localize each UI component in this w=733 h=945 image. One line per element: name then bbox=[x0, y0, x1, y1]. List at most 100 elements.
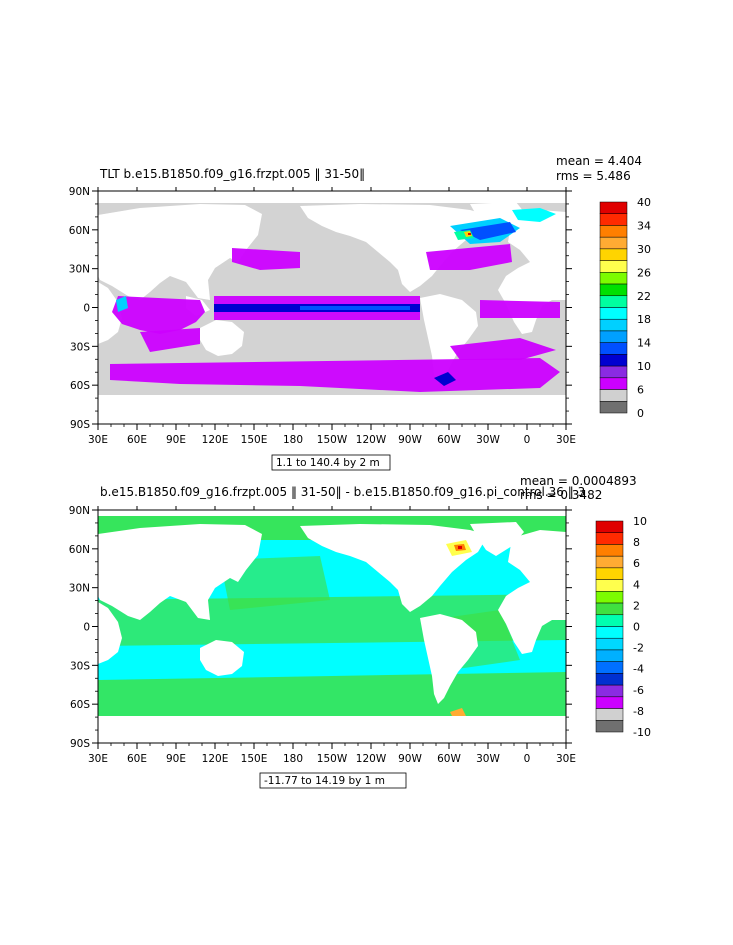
x-tick-label: 90E bbox=[166, 434, 186, 446]
colorbar-swatch bbox=[595, 614, 624, 627]
x-tick-label: 90W bbox=[398, 753, 422, 765]
x-tick-label: 30W bbox=[476, 753, 500, 765]
colorbar-swatch bbox=[599, 283, 628, 297]
colorbar-label: 10 bbox=[637, 360, 651, 373]
colorbar-swatch bbox=[599, 377, 628, 390]
x-tick-label: 60E bbox=[127, 434, 147, 446]
colorbar-label: 6 bbox=[633, 557, 640, 570]
colorbar-swatch bbox=[595, 708, 624, 721]
colorbar-swatch bbox=[599, 401, 628, 414]
colorbar-swatch bbox=[595, 520, 624, 533]
colorbar-swatch bbox=[599, 272, 628, 285]
colorbar-swatch bbox=[595, 591, 624, 604]
y-tick-label: 60S bbox=[70, 699, 90, 711]
colorbar-swatch bbox=[599, 213, 628, 226]
panel-2-xticks: 30E 60E 90E 120E 150E 180 150W 120W 90W 60W 30W 0 30… bbox=[88, 506, 576, 765]
y-tick-label: 30N bbox=[69, 264, 90, 276]
panel-2-range-box: -11.77 to 14.19 by 1 m bbox=[259, 772, 407, 789]
y-tick-label: 90N bbox=[69, 186, 90, 198]
y-tick-label: 90S bbox=[70, 419, 90, 431]
colorbar-label: 26 bbox=[637, 266, 651, 279]
colorbar-label: 34 bbox=[637, 219, 651, 232]
panel-1-mean: mean = 4.404 bbox=[556, 154, 642, 168]
panel-2-mean: mean = 0.0004893 bbox=[520, 474, 637, 488]
x-tick-label: 120E bbox=[202, 753, 229, 765]
colorbar-swatch bbox=[599, 260, 628, 273]
colorbar-swatch bbox=[599, 248, 628, 261]
x-tick-label: 60E bbox=[127, 753, 147, 765]
x-tick-label: 120W bbox=[356, 434, 387, 446]
y-tick-label: 60S bbox=[70, 380, 90, 392]
land-australia bbox=[200, 320, 244, 356]
colorbar-swatch bbox=[599, 307, 628, 320]
colorbar-label: 22 bbox=[637, 290, 651, 303]
colorbar-label: 0 bbox=[637, 407, 644, 420]
y-tick-label: 0 bbox=[83, 303, 90, 315]
colorbar-swatch bbox=[595, 602, 624, 616]
y-tick-label: 30S bbox=[70, 660, 90, 672]
colorbar-label: -6 bbox=[633, 684, 644, 697]
colorbar-label: -2 bbox=[633, 642, 644, 655]
colorbar-swatch bbox=[595, 649, 624, 662]
colorbar-swatch bbox=[599, 201, 628, 214]
colorbar-label: 0 bbox=[633, 621, 640, 634]
panel-1-range-box: 1.1 to 140.4 by 2 m bbox=[271, 454, 391, 471]
colorbar-swatch bbox=[595, 626, 624, 639]
colorbar-label: 14 bbox=[637, 337, 651, 350]
colorbar-label: 4 bbox=[633, 578, 640, 591]
panel-1-range: 1.1 to 140.4 by 2 m bbox=[276, 457, 380, 469]
x-tick-label: 180 bbox=[283, 434, 303, 446]
x-tick-label: 0 bbox=[524, 434, 531, 446]
panel-1-yticks: 90N 60N 30N 0 30S 60S 90S bbox=[69, 186, 572, 431]
y-tick-label: 60N bbox=[69, 544, 90, 556]
panel-2-colorbar: 10 8 6 4 2 0 -2 -4 -6 -8 -10 bbox=[595, 515, 651, 739]
colorbar-swatch bbox=[599, 365, 628, 379]
colorbar-label: 2 bbox=[633, 599, 640, 612]
land-africa-east bbox=[98, 282, 122, 344]
x-tick-label: 90E bbox=[166, 753, 186, 765]
y-tick-label: 30S bbox=[70, 341, 90, 353]
colorbar-swatch bbox=[599, 342, 628, 355]
x-tick-label: 30W bbox=[476, 434, 500, 446]
colorbar-swatch bbox=[599, 354, 628, 367]
panel-1: TLT b.e15.B1850.f09_g16.frzpt.005 ‖ 31-5… bbox=[69, 154, 651, 471]
y-tick-label: 90S bbox=[70, 738, 90, 750]
colorbar-label: 40 bbox=[637, 196, 651, 209]
colorbar-label: -10 bbox=[633, 726, 651, 739]
colorbar-swatch bbox=[595, 720, 624, 733]
colorbar-swatch bbox=[595, 532, 624, 545]
x-tick-label: 180 bbox=[283, 753, 303, 765]
panel-2-range: -11.77 to 14.19 by 1 m bbox=[264, 775, 385, 787]
y-tick-label: 60N bbox=[69, 225, 90, 237]
panel-2-map bbox=[98, 510, 566, 743]
y-tick-label: 0 bbox=[83, 622, 90, 634]
panel-1-rms: rms = 5.486 bbox=[556, 169, 631, 183]
y-tick-label: 30N bbox=[69, 583, 90, 595]
colorbar-swatch bbox=[595, 696, 624, 709]
x-tick-label: 150E bbox=[241, 434, 268, 446]
x-tick-label: 30E bbox=[556, 434, 576, 446]
x-tick-label: 30E bbox=[88, 753, 108, 765]
colorbar-swatch bbox=[595, 637, 624, 651]
land-eurasia bbox=[98, 204, 262, 300]
x-tick-label: 150E bbox=[241, 753, 268, 765]
colorbar-label: 30 bbox=[637, 243, 651, 256]
panel-1-title: TLT b.e15.B1850.f09_g16.frzpt.005 ‖ 31-5… bbox=[99, 167, 365, 181]
panel-2: b.e15.B1850.f09_g16.frzpt.005 ‖ 31-50‖ -… bbox=[69, 474, 651, 789]
colorbar-swatch bbox=[599, 330, 628, 343]
colorbar-swatch bbox=[595, 544, 624, 557]
colorbar-label: 8 bbox=[633, 536, 640, 549]
colorbar-label: 10 bbox=[633, 515, 647, 528]
colorbar-swatch bbox=[595, 555, 624, 569]
colorbar-label: 18 bbox=[637, 313, 651, 326]
panel-2-title: b.e15.B1850.f09_g16.frzpt.005 ‖ 31-50‖ -… bbox=[100, 485, 585, 499]
x-tick-label: 150W bbox=[317, 434, 348, 446]
y-tick-label: 90N bbox=[69, 505, 90, 517]
x-tick-label: 120E bbox=[202, 434, 229, 446]
colorbar-swatch bbox=[595, 684, 624, 698]
colorbar-label: -4 bbox=[633, 663, 644, 676]
colorbar-label: -8 bbox=[633, 705, 644, 718]
colorbar-swatch bbox=[595, 661, 624, 674]
x-tick-label: 150W bbox=[317, 753, 348, 765]
x-tick-label: 30E bbox=[88, 434, 108, 446]
